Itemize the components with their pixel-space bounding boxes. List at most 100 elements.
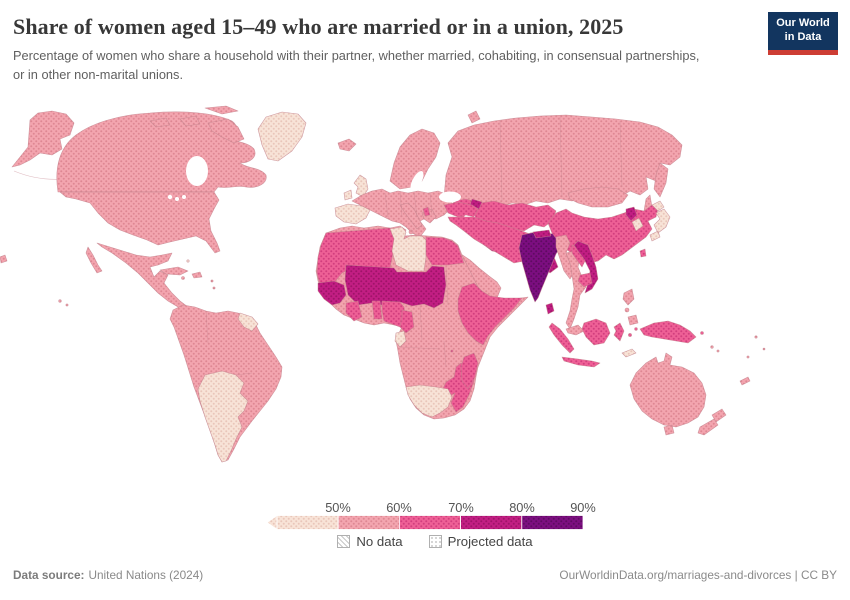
legend-segment-below-50[interactable]	[276, 515, 339, 530]
region-alaska[interactable]	[11, 110, 75, 168]
region-italy[interactable]	[399, 202, 423, 230]
region-gabon[interactable]	[394, 330, 407, 348]
region-philippines-visayas[interactable]	[624, 307, 630, 313]
region-new-zealand[interactable]	[697, 408, 727, 436]
region-taiwan[interactable]	[639, 248, 647, 258]
region-novaya-zemlya[interactable]	[467, 110, 481, 124]
region-mainland-europe[interactable]	[351, 188, 453, 238]
region-hawaii[interactable]	[58, 299, 62, 303]
region-mongolia[interactable]	[567, 186, 629, 208]
region-sri-lanka[interactable]	[545, 302, 555, 315]
legend-segment-50-60[interactable]	[337, 515, 400, 530]
region-australia[interactable]	[629, 352, 707, 428]
legend-segment-60-70[interactable]	[398, 515, 461, 530]
region-canada-arctic-islands[interactable]	[149, 105, 245, 144]
data-source: Data source: United Nations (2024)	[13, 568, 203, 582]
legend-tick-50: 50%	[325, 500, 351, 515]
border-samerica-1	[205, 310, 253, 376]
legend-no-data[interactable]: No data	[337, 534, 403, 549]
region-map-edge-sliver[interactable]	[0, 254, 8, 264]
region-comoros[interactable]	[450, 349, 454, 353]
region-egypt[interactable]	[425, 236, 465, 266]
footer-divider: |	[791, 568, 801, 582]
region-pacific-islands[interactable]	[762, 347, 766, 351]
footer-right: OurWorldinData.org/marriages-and-divorce…	[559, 568, 837, 582]
region-north-korea[interactable]	[625, 206, 638, 222]
region-cameroon[interactable]	[399, 309, 415, 334]
region-hawaii[interactable]	[65, 303, 69, 307]
region-mexico-central-america[interactable]	[96, 242, 193, 314]
region-greenland[interactable]	[257, 111, 307, 162]
chart-subtitle: Percentage of women who share a househol…	[13, 48, 700, 82]
chart-footer: Data source: United Nations (2024) OurWor…	[13, 568, 837, 582]
great-lakes	[167, 194, 173, 200]
region-timor[interactable]	[621, 348, 637, 358]
region-russia[interactable]	[443, 114, 683, 208]
region-sicily[interactable]	[408, 229, 414, 235]
region-thailand-malay-peninsula[interactable]	[565, 250, 587, 330]
chart-header: Share of women aged 15–49 who are marrie…	[13, 14, 743, 84]
region-java[interactable]	[561, 356, 601, 368]
region-sulawesi[interactable]	[613, 322, 625, 342]
region-bahamas[interactable]	[186, 259, 190, 263]
region-iberia[interactable]	[334, 203, 371, 225]
region-vanuatu[interactable]	[746, 355, 750, 359]
owid-url-link[interactable]: OurWorldinData.org/marriages-and-divorce…	[559, 568, 792, 582]
region-cuba[interactable]	[159, 266, 189, 276]
border-africa-1	[399, 266, 449, 368]
region-vietnam[interactable]	[573, 240, 599, 294]
owid-logo[interactable]: Our World in Data	[768, 12, 838, 55]
legend-segment-70-80[interactable]	[460, 515, 523, 530]
region-benin-togo[interactable]	[371, 300, 383, 320]
region-tasmania[interactable]	[663, 424, 675, 436]
projected-data-swatch-icon	[428, 535, 442, 548]
region-lesser-antilles[interactable]	[210, 279, 214, 283]
region-lesser-antilles[interactable]	[212, 286, 216, 290]
region-guyanas[interactable]	[237, 312, 259, 332]
region-south-korea[interactable]	[631, 217, 644, 232]
region-solomon-islands[interactable]	[716, 349, 720, 353]
region-moluccas[interactable]	[634, 327, 638, 331]
map-svg	[0, 105, 766, 463]
region-moluccas[interactable]	[628, 333, 632, 337]
region-borneo[interactable]	[581, 318, 611, 346]
region-madagascar[interactable]	[460, 352, 479, 390]
region-senegal-guinea[interactable]	[317, 280, 347, 306]
region-cambodia[interactable]	[577, 272, 593, 288]
region-southern-cone[interactable]	[197, 370, 249, 463]
region-philippines[interactable]	[622, 288, 639, 326]
region-caucasus[interactable]	[469, 198, 483, 210]
region-united-states[interactable]	[59, 191, 221, 254]
region-malaysia[interactable]	[565, 324, 585, 336]
region-jamaica[interactable]	[181, 276, 185, 280]
legend-segment-80-90[interactable]	[521, 515, 584, 530]
legend-tick-90: 90%	[570, 500, 596, 515]
region-ireland[interactable]	[343, 189, 353, 201]
region-new-guinea[interactable]	[639, 320, 697, 344]
region-ivory-coast[interactable]	[345, 300, 363, 322]
baltic-sea	[410, 171, 424, 191]
region-southern-africa[interactable]	[405, 384, 453, 418]
legend-arrow-below-50[interactable]	[266, 515, 278, 530]
region-sumatra[interactable]	[548, 322, 575, 354]
region-united-kingdom[interactable]	[353, 174, 369, 198]
region-solomon-islands[interactable]	[710, 345, 714, 349]
projected-data-label: Projected data	[447, 534, 533, 549]
region-melanesia-islands[interactable]	[700, 331, 704, 335]
region-hispaniola[interactable]	[191, 271, 203, 279]
region-kamchatka[interactable]	[653, 162, 669, 198]
region-horn-of-africa[interactable]	[457, 282, 523, 346]
legend-projected-data[interactable]: Projected data	[428, 534, 533, 549]
region-albania[interactable]	[422, 206, 431, 217]
black-sea	[439, 191, 461, 203]
region-japan[interactable]	[649, 200, 671, 242]
region-fiji[interactable]	[754, 335, 758, 339]
legend-tick-labels: 50% 60% 70% 80% 90%	[265, 500, 605, 515]
legend-tick-80: 80%	[509, 500, 535, 515]
license-label: CC BY	[800, 568, 837, 582]
region-baja-california[interactable]	[85, 246, 103, 274]
region-iceland[interactable]	[337, 138, 357, 152]
region-nepal[interactable]	[532, 229, 552, 239]
region-new-caledonia[interactable]	[739, 376, 751, 386]
